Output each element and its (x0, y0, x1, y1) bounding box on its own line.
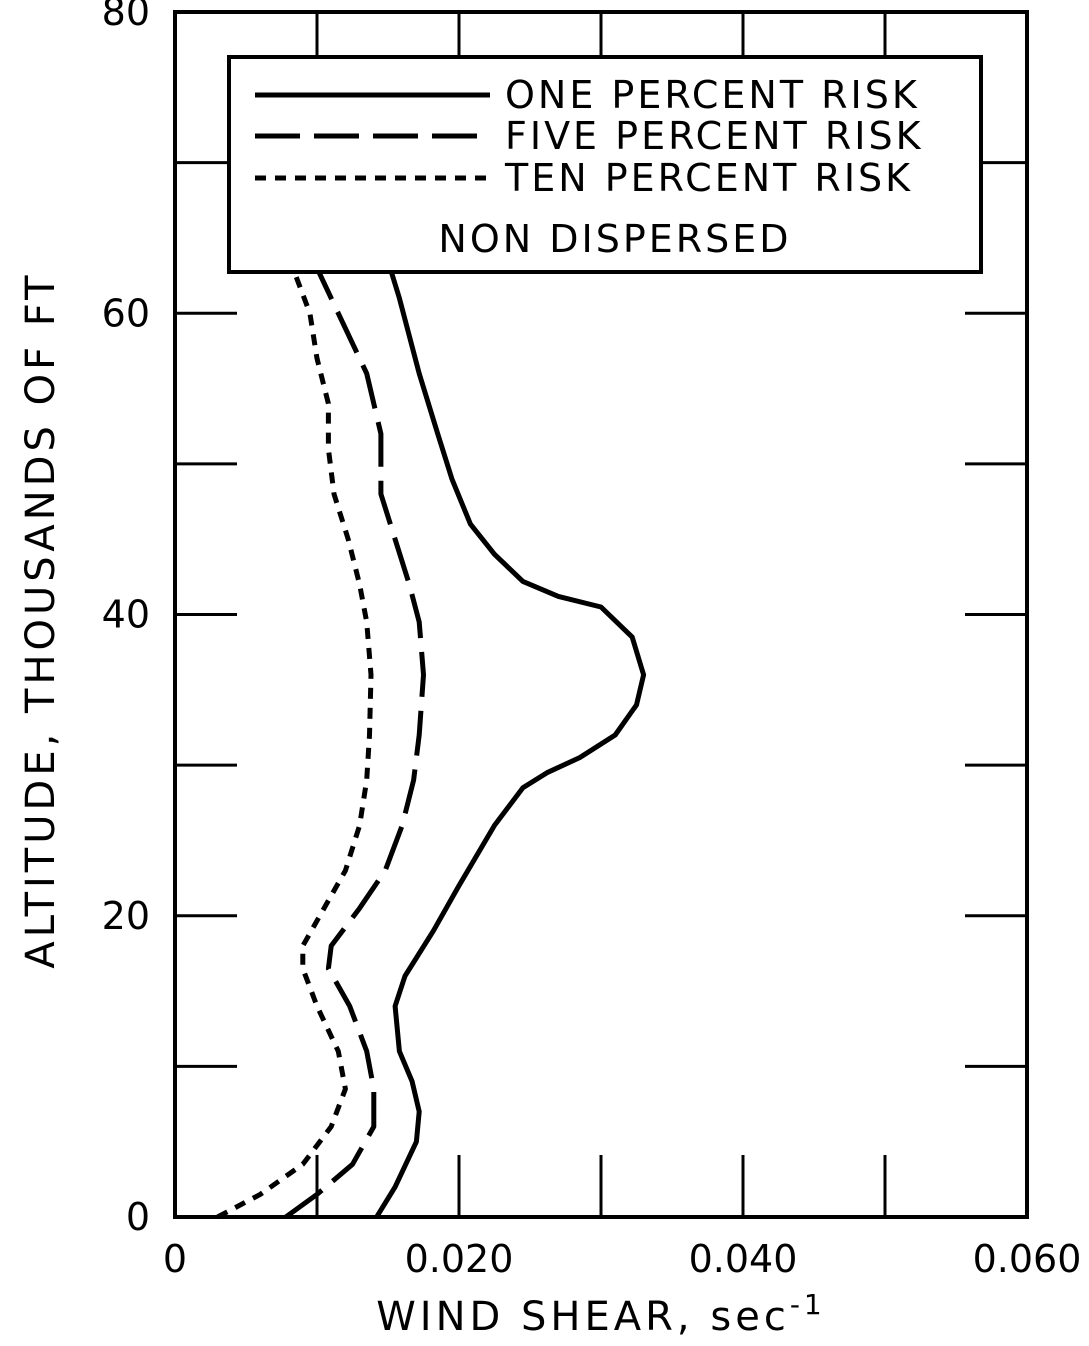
y-tick-label: 20 (102, 894, 150, 938)
y-tick-label: 0 (126, 1195, 150, 1239)
ticks-layer: 0 0.020 0.040 0.060 0 20 40 60 80 (102, 0, 1082, 1281)
series-layer (216, 236, 647, 1220)
x-tick-label: 0 (163, 1237, 187, 1281)
legend-note: NON DISPERSED (438, 217, 791, 261)
legend-label-five-percent: FIVE PERCENT RISK (505, 114, 924, 158)
legend-label-ten-percent: TEN PERCENT RISK (504, 156, 913, 200)
x-tick-label: 0.060 (973, 1237, 1082, 1281)
y-tick-label: 80 (102, 0, 150, 34)
y-tick-label: 40 (102, 593, 150, 637)
series-line-five-percent (284, 236, 426, 1220)
y-tick-label: 60 (102, 291, 150, 335)
x-tick-label: 0.040 (689, 1237, 798, 1281)
series-line-one-percent (374, 237, 647, 1219)
x-axis-label-text: WIND SHEAR, sec (376, 1294, 790, 1340)
series-line-ten-percent (216, 236, 374, 1220)
legend: ONE PERCENT RISK FIVE PERCENT RISK TEN P… (227, 55, 983, 274)
x-axis-label-exponent: -1 (790, 1288, 826, 1321)
x-tick-label: 0.020 (405, 1237, 514, 1281)
legend-label-one-percent: ONE PERCENT RISK (505, 73, 920, 117)
x-axis-label: WIND SHEAR, sec-1 (376, 1288, 825, 1340)
y-axis-label: ALTITUDE, THOUSANDS OF FT (18, 271, 64, 968)
